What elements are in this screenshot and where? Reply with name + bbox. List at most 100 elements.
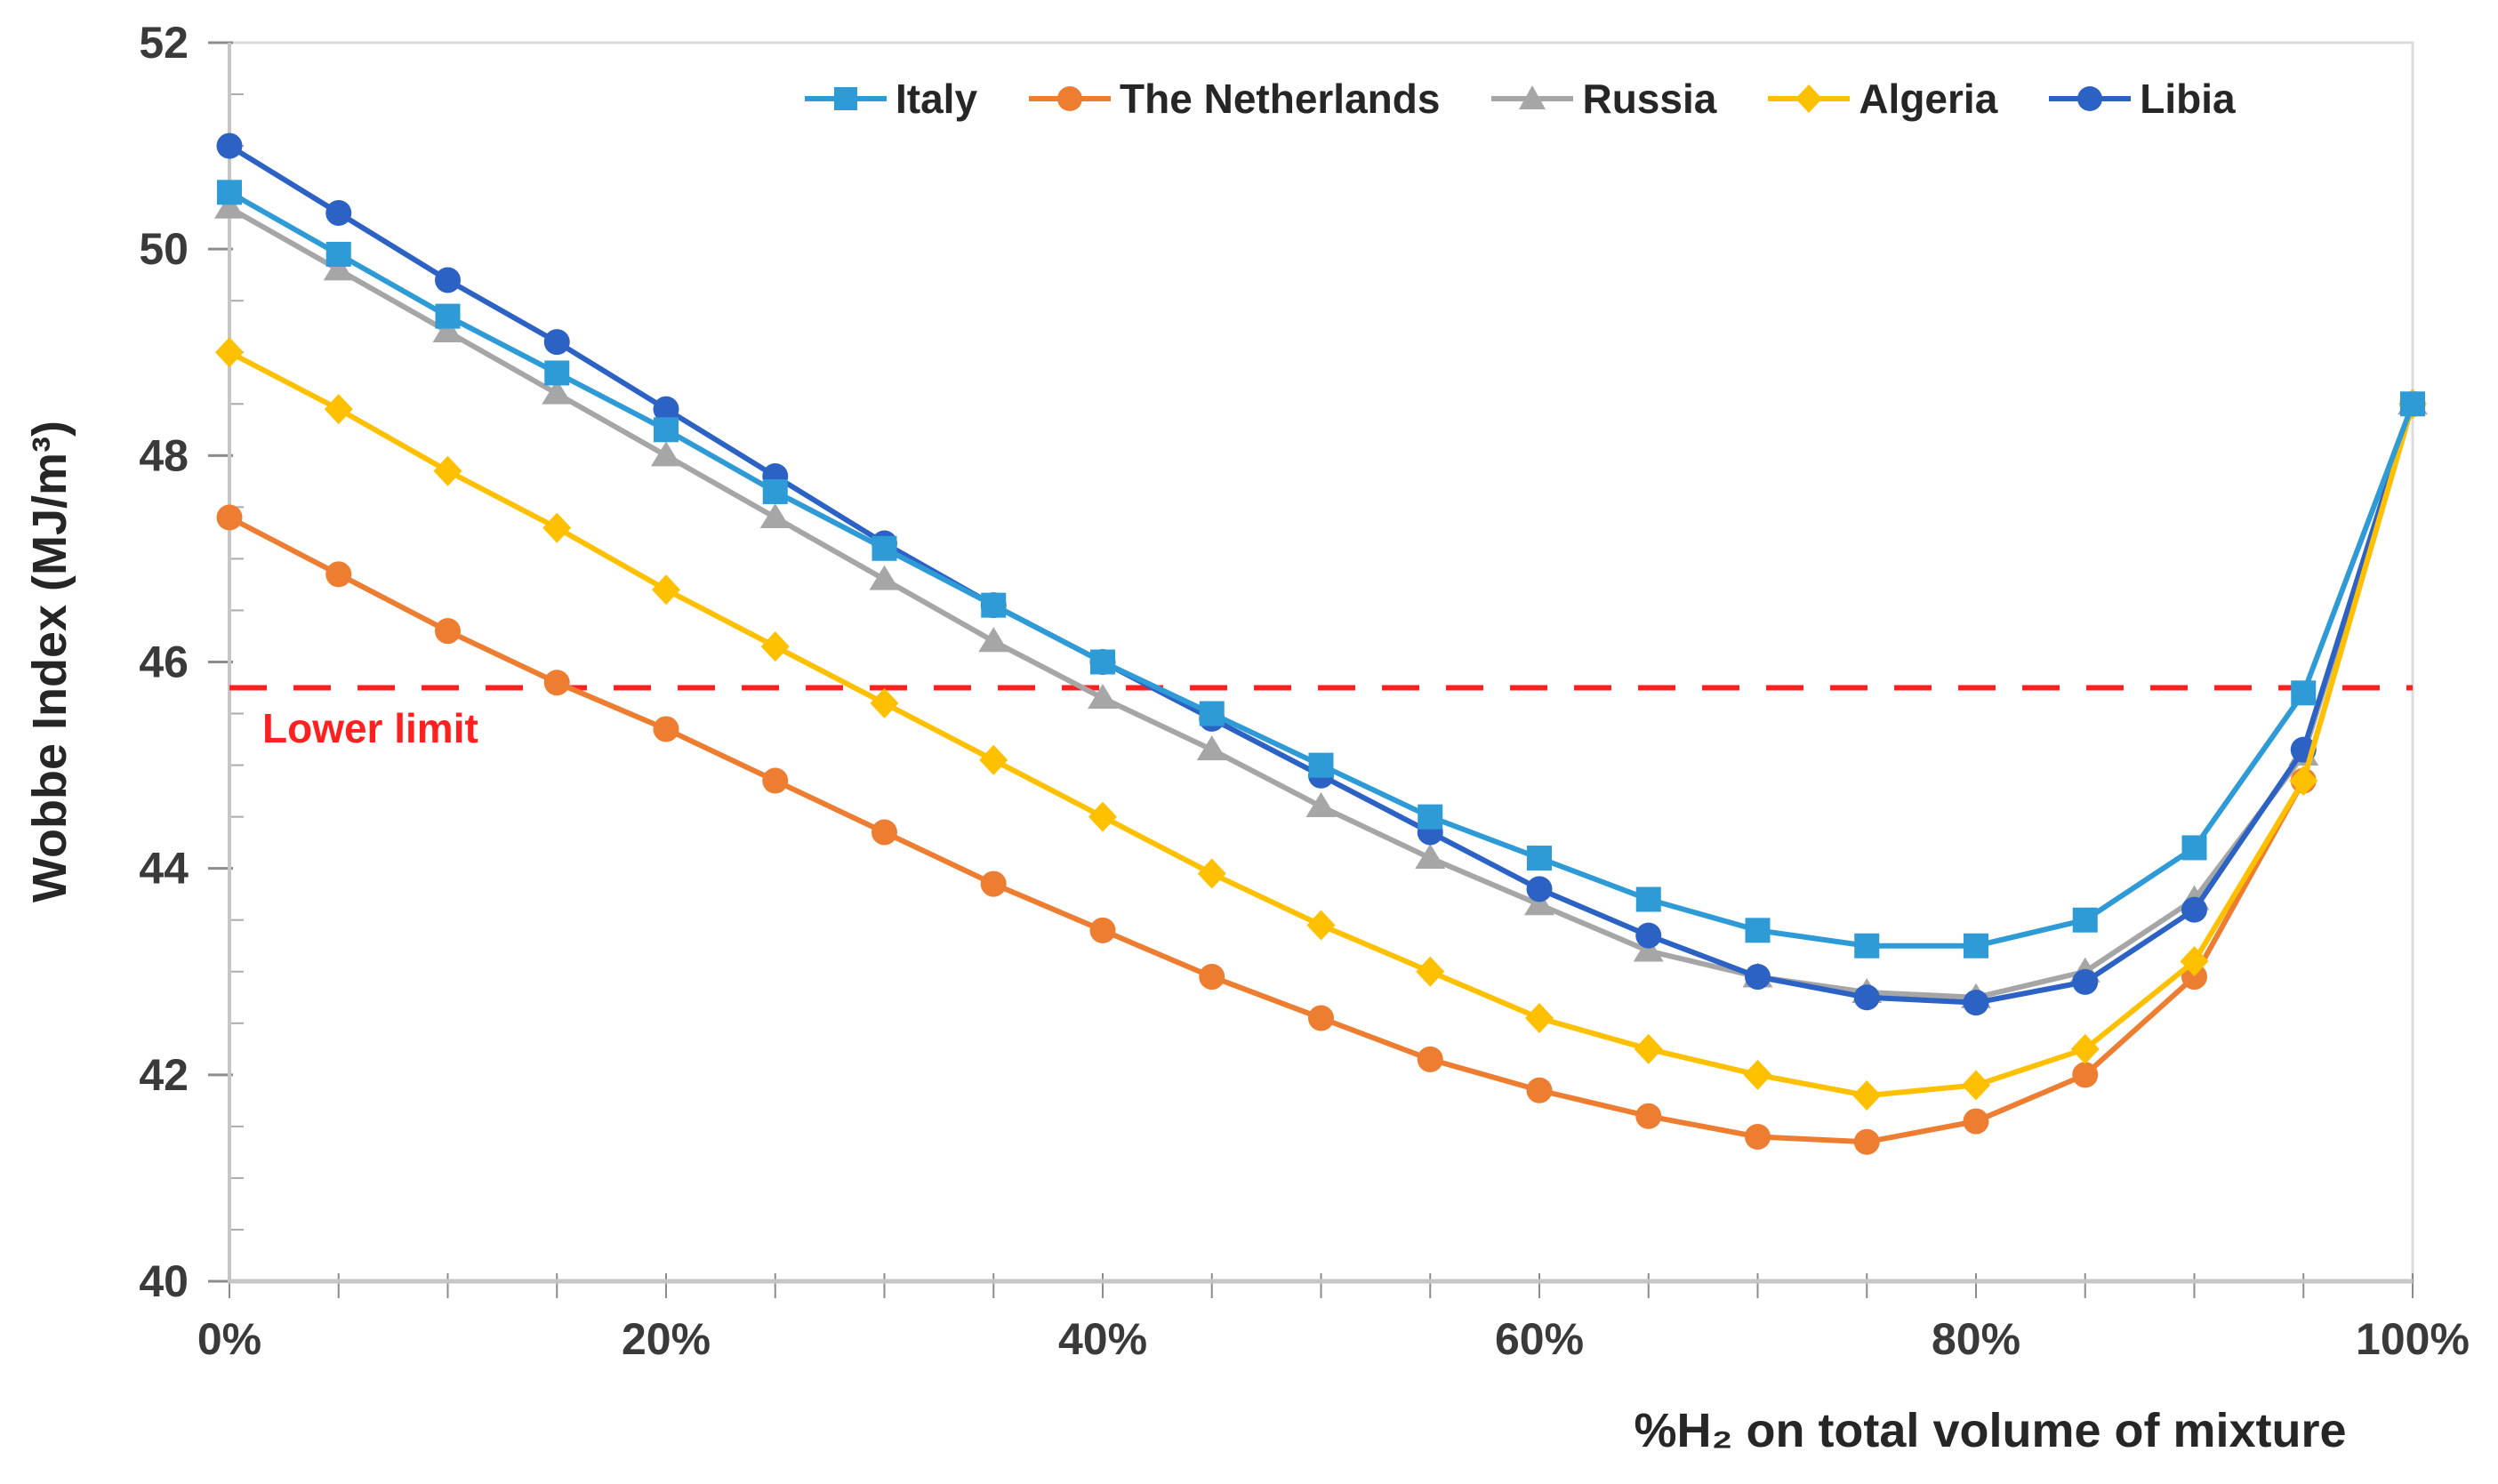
marker <box>871 535 897 561</box>
x-tick-label: 60% <box>1495 1314 1584 1364</box>
marker <box>1308 1005 1334 1031</box>
marker <box>216 504 243 531</box>
marker <box>2291 680 2317 706</box>
marker <box>2400 391 2425 417</box>
marker <box>1308 752 1334 778</box>
marker <box>1853 1128 1880 1155</box>
marker <box>544 360 570 386</box>
y-tick-label: 42 <box>139 1050 189 1100</box>
marker <box>1527 846 1552 871</box>
legend-item-russia: Russia <box>1491 75 1716 123</box>
lower-limit-label: Lower limit <box>262 705 478 751</box>
marker <box>1196 735 1227 761</box>
marker <box>2072 1062 2099 1088</box>
marker <box>651 441 681 467</box>
marker <box>1416 956 1445 987</box>
marker <box>1305 792 1337 818</box>
legend-item-libia: Libia <box>2049 75 2236 123</box>
marker <box>759 502 791 528</box>
x-tick-label: 20% <box>622 1314 711 1364</box>
series-the-netherlands <box>216 390 2426 1155</box>
legend-label: Libia <box>2140 76 2236 122</box>
marker <box>1852 1080 1882 1111</box>
marker <box>2289 765 2318 796</box>
marker <box>1417 1046 1443 1072</box>
legend-label: Russia <box>1582 76 1717 122</box>
marker <box>653 396 679 422</box>
marker <box>1745 918 1771 943</box>
legend-item-italy: Italy <box>805 75 977 123</box>
chart-legend: Italy The Netherlands Russia Algeria Libia <box>805 75 2236 123</box>
legend-marker-circle-icon <box>2049 86 2132 111</box>
marker <box>542 379 573 405</box>
series-line-russia <box>228 205 2415 1000</box>
y-tick-label: 50 <box>139 224 189 274</box>
series-russia <box>214 193 2428 1008</box>
marker <box>1634 1033 1663 1064</box>
marker <box>542 512 572 543</box>
marker <box>1635 886 1661 912</box>
series-algeria <box>215 337 2427 1111</box>
marker <box>2072 968 2099 995</box>
y-axis-title: Wobbe Index (MJ/m³) <box>23 420 76 903</box>
series-libia <box>216 132 2426 1016</box>
legend-label: Italy <box>896 76 978 122</box>
x-tick-label: 0% <box>197 1314 261 1364</box>
plot-border <box>228 41 2414 1283</box>
marker <box>216 132 243 159</box>
marker <box>1197 858 1226 889</box>
marker <box>543 670 570 696</box>
y-tick-label: 46 <box>139 638 189 687</box>
marker <box>1524 890 1554 916</box>
y-tick-label: 40 <box>139 1256 189 1306</box>
x-tick-label: 40% <box>1058 1314 1147 1364</box>
marker <box>869 565 900 590</box>
marker <box>543 329 570 356</box>
marker <box>435 303 461 329</box>
marker <box>435 267 461 293</box>
marker <box>1526 1077 1553 1103</box>
marker <box>215 337 244 368</box>
x-tick-label: 80% <box>1932 1314 2020 1364</box>
marker <box>1090 649 1115 675</box>
y-tick-label: 52 <box>139 18 189 68</box>
marker <box>1418 804 1443 830</box>
marker <box>981 592 1007 618</box>
marker <box>2070 1033 2100 1064</box>
marker <box>323 255 354 281</box>
marker <box>1415 844 1446 870</box>
marker <box>762 478 788 504</box>
series-italy <box>217 180 2425 959</box>
marker <box>2181 896 2207 923</box>
legend-item-algeria: Algeria <box>1768 75 1997 123</box>
marker <box>1525 1002 1554 1033</box>
marker <box>1743 1059 1772 1090</box>
marker <box>324 394 353 425</box>
x-axis-title: %H₂ on total volume of mixture <box>1634 1404 2347 1457</box>
marker <box>325 561 352 588</box>
marker <box>1635 922 1662 949</box>
legend-marker-triangle-icon <box>1491 85 1574 109</box>
marker <box>214 193 245 219</box>
marker <box>1853 984 1880 1011</box>
marker <box>2072 907 2098 933</box>
marker <box>1963 990 1989 1016</box>
marker <box>1633 936 1664 962</box>
marker <box>654 417 679 443</box>
legend-item-the-netherlands: The Netherlands <box>1029 75 1440 123</box>
marker <box>2180 946 2209 977</box>
marker <box>1962 1070 1990 1101</box>
marker <box>1635 1103 1662 1129</box>
series-line-italy <box>228 189 2415 949</box>
marker <box>760 631 790 662</box>
marker <box>979 744 1008 775</box>
legend-marker-circle-icon <box>1029 86 1112 111</box>
y-tick-label: 48 <box>139 430 189 480</box>
marker <box>978 627 1009 653</box>
marker <box>1964 933 1988 959</box>
marker <box>870 687 899 718</box>
marker <box>433 455 462 486</box>
marker <box>1089 917 1116 943</box>
